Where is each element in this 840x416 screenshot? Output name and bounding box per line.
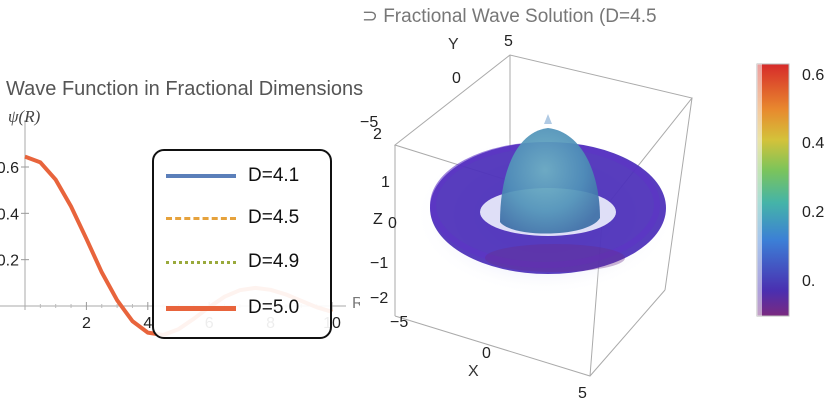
z-tick-neg2: −2 — [370, 290, 389, 307]
colorbar-tick-0-6: 0.6 — [802, 67, 825, 84]
legend-swatch-d50 — [166, 305, 236, 311]
central-dome — [500, 128, 600, 234]
axis-label-y: Y — [448, 36, 459, 53]
x-tick-5: 5 — [578, 385, 587, 402]
legend-item-d50: D=5.0 — [166, 297, 299, 319]
y-tick-label-0.4: 0.4 — [0, 206, 19, 223]
colorbar-tick-0-2: 0.2 — [802, 204, 825, 221]
legend-item-d41: D=4.1 — [166, 165, 299, 187]
x-tick-label-2: 2 — [82, 315, 91, 332]
chart-title-3d: ⊃ Fractional Wave Solution (D=4.5 — [362, 5, 657, 28]
colorbar-tick-0-4: 0.4 — [802, 135, 825, 152]
z-tick-1: 1 — [381, 174, 390, 191]
y-tick-neg5: −5 — [360, 114, 379, 131]
legend-item-d49: D=4.9 — [166, 251, 299, 273]
colorbar-tick-0: 0. — [802, 273, 816, 290]
y-tick-label-0.2: 0.2 — [0, 253, 19, 270]
box-bottom-edges — [394, 289, 666, 377]
y-axis-label: ψ(R) — [8, 107, 41, 126]
legend-label-d41: D=4.1 — [248, 165, 300, 186]
dome-tip — [544, 114, 552, 124]
box-right-edge — [664, 97, 693, 291]
legend-label-d45: D=4.5 — [248, 207, 300, 228]
title-3d-text: Fractional Wave Solution (D=4.5 — [383, 6, 657, 27]
y-tick-label-0.6: 0.6 — [0, 160, 19, 177]
legend-swatch-d41 — [166, 174, 236, 178]
legend-swatch-d49 — [166, 260, 236, 264]
colorbar-gradient — [757, 64, 789, 316]
x-tick-0: 0 — [482, 345, 491, 362]
legend-item-d45: D=4.5 — [166, 207, 299, 229]
y-tick-5: 5 — [504, 33, 513, 50]
x-tick-neg5: −5 — [390, 314, 409, 331]
chart-title-2d: Wave Function in Fractional Dimensions — [6, 78, 364, 100]
z-tick-2: 2 — [373, 126, 382, 143]
axis-label-z: Z — [373, 211, 383, 228]
y-tick-0: 0 — [452, 70, 461, 87]
x-axis-label: R — [352, 295, 360, 312]
z-tick-0: 0 — [388, 215, 397, 232]
legend: D=4.1 D=4.5 D=4.9 D=5.0 — [152, 149, 332, 339]
legend-label-d49: D=4.9 — [248, 251, 300, 272]
axis-label-x: X — [468, 363, 479, 380]
x-tick-label-4: 4 — [143, 315, 152, 332]
colorbar-highlight — [757, 64, 762, 316]
legend-label-d50: D=5.0 — [248, 297, 300, 318]
z-tick-neg1: −1 — [370, 255, 389, 272]
legend-swatch-d45 — [166, 216, 236, 220]
title-3d-prefix: ⊃ — [362, 6, 378, 27]
